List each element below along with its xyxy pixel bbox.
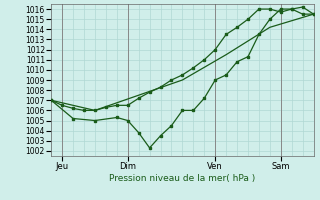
X-axis label: Pression niveau de la mer( hPa ): Pression niveau de la mer( hPa ) [109,174,256,183]
